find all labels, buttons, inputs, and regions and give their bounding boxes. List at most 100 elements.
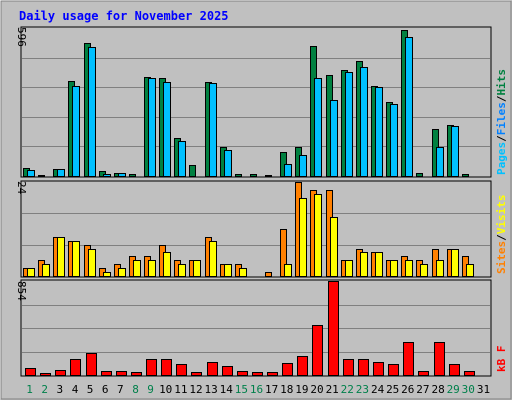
- middle-bar-visits-day-5: [88, 249, 96, 277]
- middle-bar-visits-day-1: [27, 268, 35, 277]
- day-label-20: 20: [310, 383, 323, 396]
- day-label-21: 21: [326, 383, 339, 396]
- top-bar-hits-day-17: [265, 175, 272, 177]
- legend-sites: Sites: [495, 241, 508, 274]
- middle-panel-frame: [20, 180, 492, 278]
- top-bar-hits-day-16: [250, 174, 257, 177]
- day-label-2: 2: [41, 383, 48, 396]
- top-bar-hits-day-12: [189, 165, 196, 177]
- day-label-1: 1: [26, 383, 33, 396]
- middle-bar-visits-day-14: [224, 264, 232, 277]
- bottom-bar-kb-f-day-7: [116, 371, 127, 376]
- top-bar-hits-day-2: [38, 175, 45, 177]
- top-bar-files-day-21: [330, 100, 338, 177]
- middle-bar-visits-day-19: [299, 198, 307, 277]
- middle-bar-visits-day-10: [163, 252, 171, 277]
- top-bar-files-day-10: [163, 82, 171, 177]
- bottom-bar-kb-f-day-23: [358, 359, 369, 376]
- top-bar-hits-day-27: [416, 173, 423, 177]
- bottom-bar-kb-f-day-9: [146, 359, 157, 376]
- day-label-14: 14: [220, 383, 234, 396]
- middle-bar-sites-day-17: [265, 272, 272, 277]
- legend-sep-1: /: [495, 135, 508, 142]
- bottom-bar-kb-f-day-29: [449, 364, 460, 376]
- day-label-12: 12: [189, 383, 202, 396]
- bottom-bar-kb-f-day-19: [297, 356, 308, 376]
- bottom-bar-kb-f-day-20: [312, 325, 323, 376]
- day-label-27: 27: [416, 383, 429, 396]
- middle-bar-visits-day-22: [345, 260, 353, 277]
- day-label-28: 28: [431, 383, 444, 396]
- middle-bar-visits-day-6: [103, 272, 111, 277]
- top-bar-files-day-18: [284, 164, 292, 177]
- bottom-bar-kb-f-day-28: [434, 342, 445, 376]
- middle-bar-visits-day-3: [57, 237, 65, 277]
- day-label-26: 26: [401, 383, 414, 396]
- bottom-bar-kb-f-day-26: [403, 342, 414, 376]
- top-bar-files-day-11: [178, 141, 186, 177]
- bottom-bar-kb-f-day-6: [101, 371, 112, 376]
- middle-bar-visits-day-30: [466, 264, 474, 277]
- day-label-24: 24: [371, 383, 385, 396]
- bottom-bar-kb-f-day-24: [373, 362, 384, 376]
- middle-bar-visits-day-24: [375, 252, 383, 277]
- legend-kbytes: kB F: [495, 346, 508, 373]
- day-label-3: 3: [56, 383, 63, 396]
- middle-bar-visits-day-7: [118, 268, 126, 277]
- day-label-5: 5: [87, 383, 94, 396]
- bottom-bar-kb-f-day-15: [237, 371, 248, 376]
- bottom-bar-kb-f-day-13: [207, 362, 218, 376]
- middle-bar-sites-day-18: [280, 229, 287, 277]
- bottom-bar-kb-f-day-27: [418, 371, 429, 376]
- legend-sep-2: /: [495, 95, 508, 102]
- bottom-bar-kb-f-day-16: [252, 372, 263, 376]
- top-bar-hits-day-8: [129, 174, 136, 177]
- top-bar-files-day-24: [375, 87, 383, 177]
- middle-bar-visits-day-27: [420, 264, 428, 277]
- top-bar-files-day-1: [27, 170, 35, 177]
- middle-bar-visits-day-13: [209, 241, 217, 277]
- top-bar-files-day-9: [148, 78, 156, 177]
- day-label-23: 23: [356, 383, 369, 396]
- middle-bar-visits-day-20: [314, 194, 322, 277]
- day-label-11: 11: [174, 383, 187, 396]
- middle-bar-visits-day-18: [284, 264, 292, 277]
- bottom-axis-max-label: 854: [15, 281, 28, 301]
- day-label-22: 22: [341, 383, 354, 396]
- day-label-19: 19: [295, 383, 308, 396]
- middle-axis-max-label: 24: [15, 181, 28, 195]
- bottom-bar-kb-f-day-18: [282, 363, 293, 376]
- bottom-bar-kb-f-day-21: [328, 281, 339, 376]
- top-bar-files-day-20: [314, 78, 322, 177]
- bottom-bar-kb-f-day-3: [55, 370, 66, 376]
- bottom-bar-kb-f-day-11: [176, 364, 187, 376]
- day-label-9: 9: [147, 383, 154, 396]
- legend-hits: Hits: [495, 69, 508, 96]
- top-bar-files-day-29: [451, 126, 459, 177]
- day-label-25: 25: [386, 383, 399, 396]
- day-label-18: 18: [280, 383, 293, 396]
- middle-bar-visits-day-25: [390, 260, 398, 277]
- middle-bar-visits-day-26: [405, 260, 413, 277]
- middle-bar-visits-day-23: [360, 252, 368, 277]
- middle-bar-visits-day-15: [239, 268, 247, 277]
- top-bar-files-day-6: [103, 174, 111, 177]
- middle-bar-visits-day-4: [72, 241, 80, 277]
- day-label-29: 29: [447, 383, 460, 396]
- chart-bars: [23, 30, 475, 376]
- top-bar-files-day-28: [436, 147, 444, 177]
- top-bar-files-day-14: [224, 150, 232, 177]
- bottom-bar-kb-f-day-14: [222, 366, 233, 376]
- day-label-13: 13: [204, 383, 217, 396]
- top-bar-files-day-19: [299, 155, 307, 177]
- top-bar-hits-day-30: [462, 174, 469, 177]
- top-axis-max-label: 596: [15, 27, 28, 47]
- bottom-legend: kB F: [495, 346, 508, 373]
- middle-bar-visits-day-11: [178, 264, 186, 277]
- middle-bar-visits-day-29: [451, 249, 459, 277]
- top-bar-files-day-22: [345, 72, 353, 177]
- bottom-bar-kb-f-day-22: [343, 359, 354, 376]
